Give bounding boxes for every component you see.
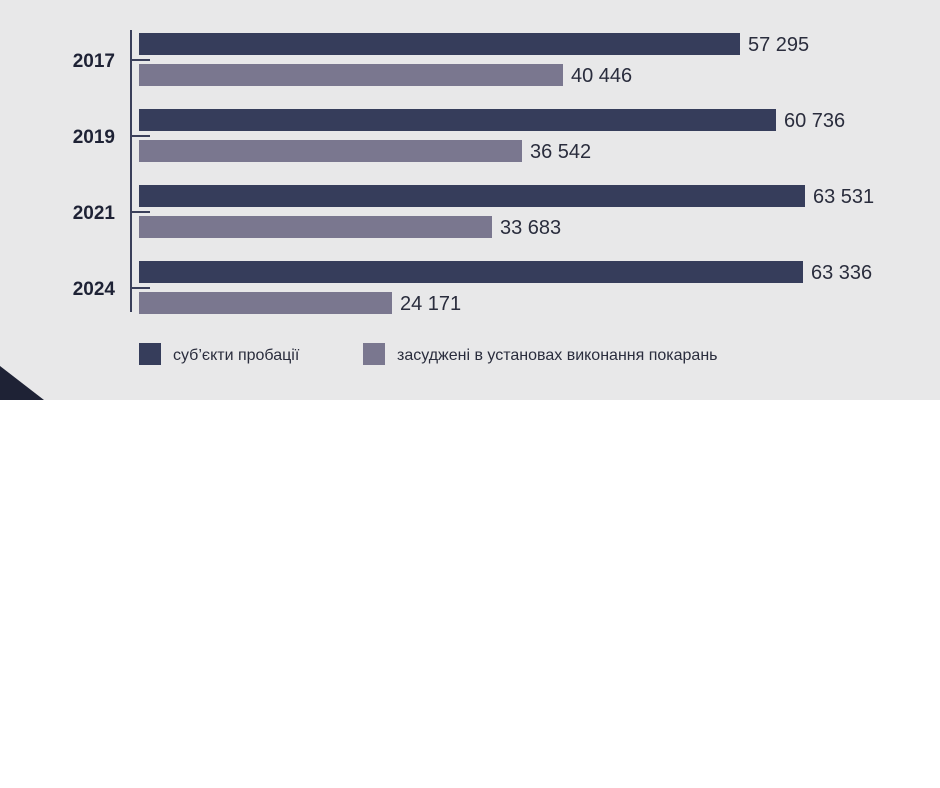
bar	[139, 109, 776, 131]
year-label: 2024	[73, 279, 116, 300]
bar	[139, 33, 740, 55]
legend-label: засуджені в установах виконання покарань	[397, 347, 718, 364]
data-label: 33 683	[500, 217, 561, 239]
data-label: 40 446	[571, 65, 632, 87]
data-label: 63 336	[811, 262, 872, 284]
data-label: 57 295	[748, 34, 809, 56]
legend-label: суб’єкти пробації	[173, 347, 300, 364]
year-label: 2017	[73, 51, 115, 72]
year-label: 2019	[73, 127, 115, 148]
bar	[139, 140, 522, 162]
chart: 2017 57 295 40 446 2019 60 736 36 542 2021 63 5…	[0, 30, 874, 400]
data-label: 63 531	[813, 186, 874, 208]
year-label: 2021	[73, 203, 116, 224]
data-label: 36 542	[530, 141, 591, 163]
bar	[139, 185, 805, 207]
data-label: 24 171	[400, 293, 461, 315]
bar	[139, 64, 563, 86]
corner-decoration	[0, 366, 44, 400]
legend-swatch	[139, 343, 161, 365]
chart-panel: 2017 57 295 40 446 2019 60 736 36 542 2021 63 5…	[0, 0, 940, 400]
legend-swatch	[363, 343, 385, 365]
bar	[139, 216, 492, 238]
data-label: 60 736	[784, 110, 845, 132]
bar	[139, 261, 803, 283]
bar	[139, 292, 392, 314]
